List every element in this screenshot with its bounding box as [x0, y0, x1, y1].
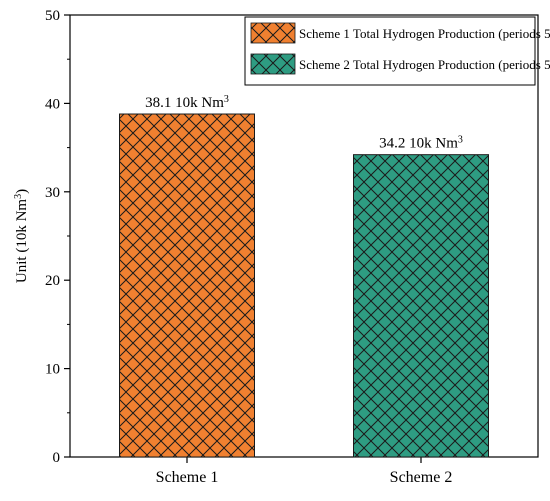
- bar-scheme-2: [353, 154, 489, 458]
- y-tick-label: 20: [45, 273, 60, 289]
- data-label: 34.2 10k Nm3: [379, 134, 463, 152]
- data-label: 38.1 10k Nm3: [145, 94, 229, 112]
- y-tick-label: 10: [45, 362, 60, 378]
- x-tick-label: Scheme 1: [156, 469, 219, 486]
- legend-swatch: [250, 53, 296, 75]
- legend-entry: Scheme 1 Total Hydrogen Production (peri…: [299, 26, 550, 41]
- x-tick-label: Scheme 2: [390, 469, 453, 486]
- y-tick-label: 30: [45, 185, 60, 201]
- bar-scheme-1: [119, 113, 255, 458]
- legend: Scheme 1 Total Hydrogen Production (peri…: [244, 16, 550, 86]
- data-labels: 38.1 10k Nm3 34.2 10k Nm3: [145, 94, 463, 152]
- y-axis-label: Unit (10k Nm3): [13, 189, 31, 283]
- legend-swatch: [250, 22, 296, 44]
- bars: [119, 113, 489, 458]
- legend-entry: Scheme 2 Total Hydrogen Production (peri…: [299, 57, 550, 72]
- y-tick-label: 40: [45, 96, 60, 112]
- y-tick-label: 0: [53, 450, 61, 466]
- y-tick-label: 50: [45, 8, 60, 24]
- axes: 0 10 20 30 40 50 Unit (10k Nm3) Scheme 1 Scheme …: [13, 8, 539, 486]
